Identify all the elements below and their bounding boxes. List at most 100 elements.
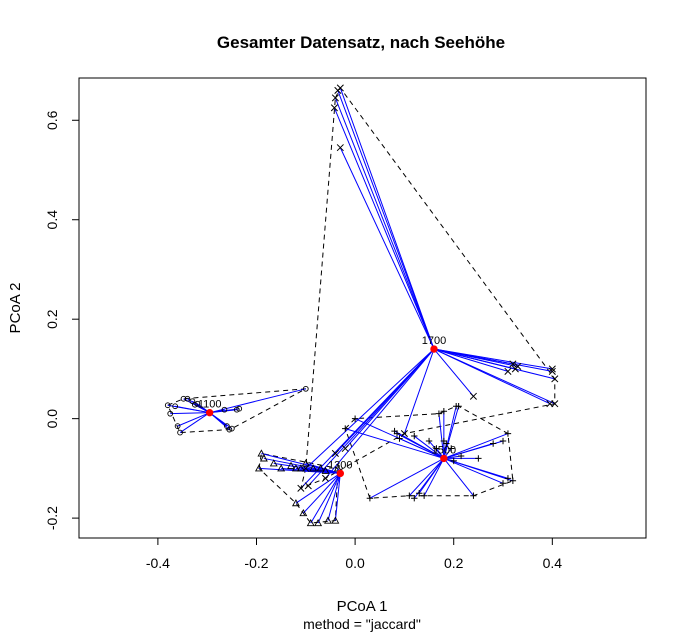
point-x (504, 367, 512, 375)
chart-title: Gesamter Datensatz, nach Seehöhe (217, 33, 505, 52)
x-axis-label: PCoA 1 (337, 598, 388, 615)
point-x (551, 400, 559, 408)
point-x (548, 365, 556, 373)
spider-line-1700 (333, 107, 435, 350)
point-x (321, 474, 330, 482)
centroid-label-1300: 1300 (328, 459, 352, 471)
point-triangle (301, 459, 310, 467)
data-points (164, 84, 559, 527)
spider-line-1700 (433, 348, 509, 372)
y-axis: -0.2 0.0 0.2 0.4 0.6 (44, 110, 80, 530)
group-centroids: 1100 1300 1500 1700 (198, 335, 456, 478)
spider-line-1500 (443, 457, 514, 482)
point-plus (455, 403, 462, 410)
spider-line-1700 (339, 87, 435, 350)
point-plus (448, 445, 455, 452)
spider-line-1500 (443, 433, 509, 459)
spider-line-1500 (443, 406, 460, 459)
point-circle (172, 403, 178, 410)
point-plus (489, 440, 497, 447)
spider-line-1100 (170, 412, 210, 415)
point-plus (457, 452, 465, 460)
point-triangle (314, 518, 323, 527)
point-plus (443, 440, 450, 447)
point-circle (221, 406, 228, 413)
point-plus (504, 475, 512, 482)
point-circle (184, 395, 191, 402)
point-circle (180, 395, 187, 402)
y-tick-label: -0.2 (44, 506, 60, 530)
y-axis-label: PCoA 2 (7, 283, 24, 334)
spider-line-1700 (305, 348, 435, 469)
point-plus (425, 437, 433, 445)
point-plus (499, 437, 507, 445)
group-spiders (167, 87, 555, 524)
spider-line-1100 (175, 405, 210, 414)
point-plus (393, 430, 401, 437)
point-x (511, 365, 519, 373)
point-triangle (291, 464, 300, 472)
y-tick-label: 0.2 (44, 309, 60, 329)
hull-1100 (167, 388, 307, 434)
point-triangle (254, 464, 263, 472)
spider-line-1100 (209, 412, 233, 430)
point-triangle (309, 464, 318, 472)
point-plus (411, 495, 418, 502)
spider-line-1500 (399, 438, 445, 459)
point-plus (435, 410, 443, 417)
spider-line-1500 (408, 458, 445, 497)
point-x (302, 464, 310, 472)
point-circle (167, 410, 174, 417)
point-plus (420, 492, 428, 499)
point-circle (177, 429, 183, 436)
point-triangle (324, 516, 332, 524)
point-circle (174, 423, 181, 429)
x-axis: -0.4 -0.2 0.0 0.2 0.4 (146, 537, 562, 571)
point-x (469, 392, 477, 400)
spider-line-1700 (403, 348, 435, 434)
point-circle (302, 385, 309, 392)
point-plus (509, 477, 517, 485)
x-tick-label: -0.2 (244, 555, 268, 571)
point-triangle (259, 454, 268, 462)
point-plus (470, 492, 477, 499)
spider-line-1500 (443, 457, 504, 484)
point-triangle (321, 466, 330, 474)
spider-line-1300 (302, 473, 341, 514)
centroid-1500 (440, 454, 448, 463)
y-tick-label: 0.4 (44, 210, 60, 230)
plot-frame (78, 77, 647, 539)
point-plus (475, 455, 482, 462)
point-plus (411, 432, 418, 440)
point-plus (440, 407, 448, 415)
point-x (341, 444, 349, 453)
point-x (304, 482, 312, 490)
point-circle (164, 402, 171, 409)
x-tick-label: -0.4 (146, 555, 170, 571)
spider-line-1100 (179, 412, 210, 433)
point-x (297, 484, 305, 492)
point-triangle (277, 464, 286, 472)
spider-line-1700 (433, 348, 518, 367)
spider-line-1300 (295, 472, 341, 504)
point-plus (504, 430, 512, 437)
x-tick-label: 0.0 (345, 555, 365, 571)
spider-line-1700 (337, 90, 435, 350)
centroid-label-1100: 1100 (198, 399, 222, 411)
point-plus (416, 490, 423, 497)
spider-line-1700 (433, 348, 474, 397)
centroid-1300 (336, 469, 345, 478)
spider-line-1500 (369, 457, 445, 499)
point-circle (194, 400, 201, 407)
point-triangle (299, 509, 308, 517)
spider-line-1700 (433, 348, 555, 405)
point-x (548, 367, 556, 375)
point-x (336, 84, 344, 92)
spider-line-1500 (423, 458, 445, 496)
spider-line-1300 (327, 473, 341, 521)
point-x (400, 430, 408, 438)
y-tick-label: 0.0 (44, 409, 60, 429)
centroid-label-1700: 1700 (422, 335, 446, 347)
spider-line-1500 (345, 428, 444, 459)
spider-line-1700 (433, 348, 516, 370)
